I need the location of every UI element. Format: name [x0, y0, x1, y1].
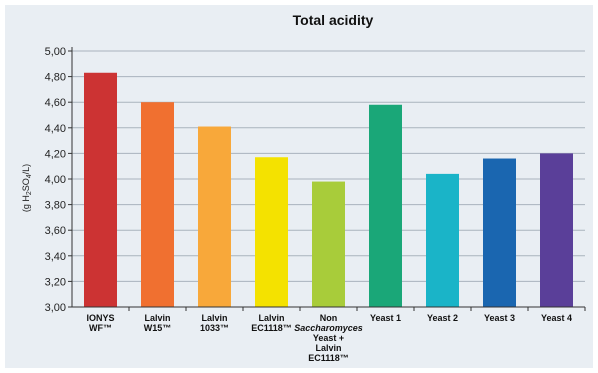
bar	[540, 153, 573, 307]
bar	[198, 126, 231, 308]
y-tick-label: 4,60	[45, 97, 66, 109]
y-tick-label: 3,20	[45, 276, 66, 288]
y-tick-label: 4,80	[45, 72, 66, 84]
x-tick-label: Yeast 1	[370, 313, 401, 323]
x-tick-label: IONYS WF™	[86, 313, 114, 333]
x-tick-label: Non Saccharomyces Yeast + Lalvin EC1118™	[294, 313, 363, 363]
x-tick-label: Yeast 2	[427, 313, 458, 323]
y-axis-label: (g H2SO4/L)	[21, 164, 33, 212]
y-tick-label: 4,00	[45, 174, 66, 186]
x-tick-label: Lalvin EC1118™	[251, 313, 292, 333]
bar	[426, 173, 459, 307]
bar	[369, 104, 402, 307]
y-tick-label: 3,00	[45, 302, 66, 314]
bar-chart: Total acidity (g H2SO4/L) 5,00 4,80 4,60 4,…	[21, 12, 586, 363]
y-tick-label: 3,80	[45, 200, 66, 212]
y-tick-label: 4,20	[45, 148, 66, 160]
chart-title: Total acidity	[293, 12, 374, 28]
bar	[312, 181, 345, 307]
chart-panel: Total acidity (g H2SO4/L) 5,00 4,80 4,60 4,…	[5, 5, 593, 368]
bar	[255, 157, 288, 307]
x-tick-label: Yeast 3	[484, 313, 515, 323]
y-tick-label: 3,40	[45, 251, 66, 263]
y-tick-label: 3,60	[45, 225, 66, 237]
y-tick-label: 4,40	[45, 123, 66, 135]
y-axis-ticks: 5,00 4,80 4,60 4,40 4,20 4,00 3,80 3,60 3,40 3,20…	[45, 46, 72, 314]
x-tick-label: Lalvin W15™	[144, 313, 172, 333]
bar	[141, 102, 174, 307]
bar	[84, 72, 117, 307]
x-tick-label: Lalvin 1033™	[200, 313, 229, 333]
x-tick-label: Yeast 4	[541, 313, 572, 323]
bar	[483, 158, 516, 307]
x-axis-labels: IONYS WF™ Lalvin W15™ Lalvin 1033™ Lalvin EC111…	[86, 307, 586, 363]
y-tick-label: 5,00	[45, 46, 66, 58]
bars	[84, 72, 573, 308]
